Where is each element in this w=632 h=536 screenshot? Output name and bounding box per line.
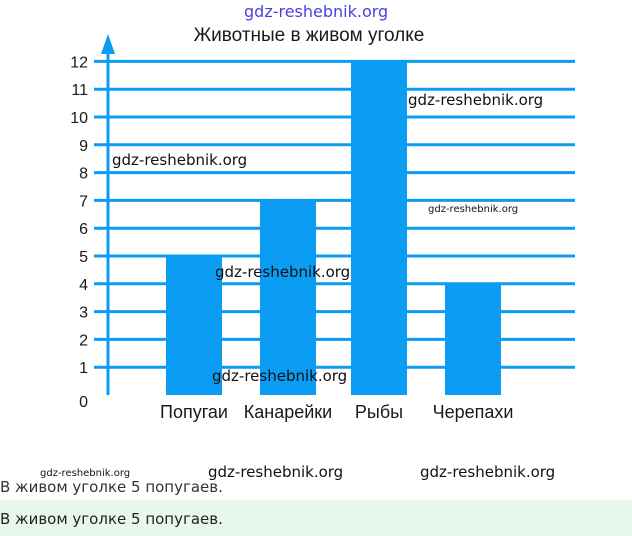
y-axis	[101, 34, 115, 395]
y-axis-arrow-icon	[101, 34, 115, 54]
watermark: gdz-reshebnik.org	[420, 463, 556, 481]
x-tick-label: Черепахи	[433, 402, 514, 422]
y-tick-label: 12	[70, 54, 88, 71]
caption-text: В живом уголке 5 попугаев.	[0, 478, 223, 496]
y-tick-label: 1	[79, 360, 88, 377]
y-tick-label: 0	[79, 394, 88, 411]
x-tick-labels: Попугаи Канарейки Рыбы Черепахи	[160, 402, 513, 422]
answer-box: В живом уголке 5 попугаев.	[0, 500, 632, 536]
x-tick-label: Рыбы	[355, 402, 403, 422]
watermark: gdz-reshebnik.org	[112, 151, 248, 169]
watermark: gdz-reshebnik.org	[408, 91, 544, 109]
watermark-top: gdz-reshebnik.org	[244, 2, 389, 21]
y-tick-label: 7	[79, 193, 88, 210]
y-tick-label: 11	[71, 82, 88, 99]
y-tick-label: 8	[79, 166, 88, 183]
watermark: gdz-reshebnik.org	[212, 367, 348, 385]
bar	[260, 200, 316, 395]
y-tick-label: 9	[79, 138, 88, 155]
bar	[351, 61, 407, 396]
answer-text: В живом уголке 5 попугаев.	[0, 510, 223, 528]
bars	[166, 61, 501, 396]
bar-chart: Животные в живом уголке 0123456789101112…	[70, 25, 575, 422]
watermark-small: gdz-reshebnik.org	[428, 204, 519, 215]
y-tick-label: 5	[79, 249, 88, 266]
x-tick-label: Канарейки	[244, 402, 332, 422]
y-tick-label: 4	[79, 277, 88, 294]
bar	[445, 283, 501, 395]
y-tick-label: 2	[79, 332, 88, 349]
y-tick-label: 6	[79, 221, 88, 238]
x-tick-label: Попугаи	[160, 402, 228, 422]
watermark: gdz-reshebnik.org	[215, 263, 351, 281]
watermark: gdz-reshebnik.org	[208, 463, 344, 481]
bar	[166, 256, 222, 395]
watermark-small: gdz-reshebnik.org	[40, 468, 131, 479]
y-tick-label: 10	[70, 110, 88, 127]
y-tick-label: 3	[79, 305, 88, 322]
chart-title: Животные в живом уголке	[194, 25, 425, 46]
